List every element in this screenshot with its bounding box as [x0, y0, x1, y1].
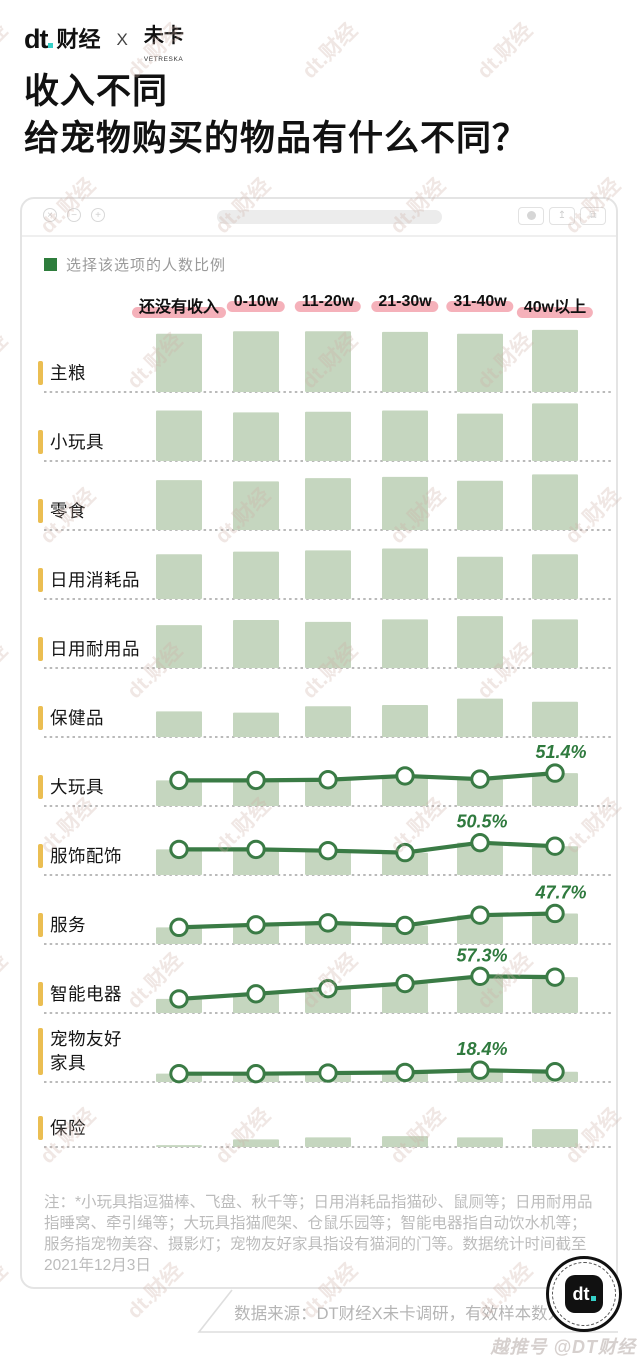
- vetreska-logo: 未卡 VETRESKA: [144, 24, 184, 72]
- row-label-日用耐用品: 日用耐用品: [38, 637, 140, 661]
- row-label-保健品: 保健品: [38, 706, 104, 730]
- chart-card: × − + ↥ ⧉: [20, 197, 618, 1289]
- window-titlebar: × − + ↥ ⧉: [22, 199, 616, 237]
- teal-dot-icon: [590, 1296, 596, 1301]
- brand-header: dt 财经 X 未卡 VETRESKA: [24, 24, 184, 63]
- legend: 选择该选项的人数比例: [44, 254, 226, 275]
- share-button[interactable]: ↥: [549, 207, 575, 225]
- row-marker: [38, 844, 43, 868]
- dt-badge: dt: [546, 1256, 622, 1332]
- row-marker: [38, 982, 43, 1006]
- header-highlight-pill: [516, 307, 594, 318]
- header-highlight-pill: [226, 301, 286, 312]
- header-highlight-pill: [131, 307, 227, 318]
- row-label-宠物友好家具: 宠物友好 家具: [38, 1027, 122, 1075]
- diagonal-watermark: dt.财经: [0, 329, 12, 394]
- row-marker: [38, 568, 43, 592]
- row-marker: [38, 499, 43, 523]
- vetreska-logo-text: 未卡: [143, 25, 184, 47]
- page-title: 收入不同 给宠物购买的物品有什么不同？: [24, 68, 528, 162]
- diagonal-watermark: dt.财经: [0, 19, 12, 84]
- dt-badge-logo: dt: [565, 1275, 603, 1313]
- teal-dot-icon: [48, 43, 54, 48]
- title-line-1: 收入不同: [24, 72, 169, 111]
- row-label-智能电器: 智能电器: [38, 982, 122, 1006]
- platform-watermark: 越推号 @DT财经: [490, 1337, 636, 1356]
- dt-logo: dt: [24, 24, 54, 54]
- expand-icon[interactable]: +: [91, 208, 105, 222]
- column-header-31-40w: 31-40w: [446, 293, 514, 312]
- row-label-服务: 服务: [38, 913, 86, 937]
- diagonal-watermark: dt.财经: [0, 1259, 12, 1324]
- row-marker: [38, 706, 43, 730]
- column-header-0-10w: 0-10w: [226, 293, 286, 312]
- row-marker: [38, 637, 43, 661]
- legend-swatch-icon: [44, 258, 57, 271]
- column-header-11-20w: 11-20w: [294, 293, 362, 312]
- header-highlight-pill: [446, 301, 514, 312]
- row-label-日用消耗品: 日用消耗品: [38, 568, 140, 592]
- row-label-保险: 保险: [38, 1116, 86, 1140]
- row-label-主粮: 主粮: [38, 361, 86, 385]
- address-bar[interactable]: [217, 210, 442, 224]
- row-marker: [38, 430, 43, 454]
- dt-logo-text: 财经: [56, 27, 101, 52]
- minimize-icon[interactable]: −: [67, 208, 81, 222]
- row-label-大玩具: 大玩具: [38, 775, 104, 799]
- close-icon[interactable]: ×: [43, 208, 57, 222]
- vetreska-logo-sub: VETRESKA: [143, 56, 184, 63]
- footnote: 注：*小玩具指逗猫棒、飞盘、秋千等；日用消耗品指猫砂、鼠厕等；日用耐用品指睡窝、…: [44, 1194, 593, 1274]
- row-marker: [38, 775, 43, 799]
- title-line-2: 给宠物购买的物品有什么不同？: [24, 119, 529, 158]
- row-marker: [38, 361, 43, 385]
- row-marker: [38, 1116, 43, 1140]
- diagonal-watermark: dt.财经: [0, 949, 12, 1014]
- row-label-服饰配饰: 服饰配饰: [38, 844, 122, 868]
- column-header-还没有收入: 还没有收入: [131, 293, 227, 318]
- column-header-21-30w: 21-30w: [371, 293, 439, 312]
- header-highlight-pill: [294, 301, 362, 312]
- record-button[interactable]: [518, 207, 544, 225]
- header-highlight-pill: [371, 301, 439, 312]
- row-label-小玩具: 小玩具: [38, 430, 104, 454]
- row-marker: [38, 913, 43, 937]
- diagonal-watermark: dt.财经: [0, 639, 12, 704]
- legend-label: 选择该选项的人数比例: [66, 257, 227, 274]
- column-header-40w以上: 40w以上: [516, 293, 594, 318]
- row-label-零食: 零食: [38, 499, 86, 523]
- row-marker: [38, 1027, 43, 1075]
- new-window-button[interactable]: ⧉: [580, 207, 606, 225]
- collab-x: X: [116, 30, 128, 49]
